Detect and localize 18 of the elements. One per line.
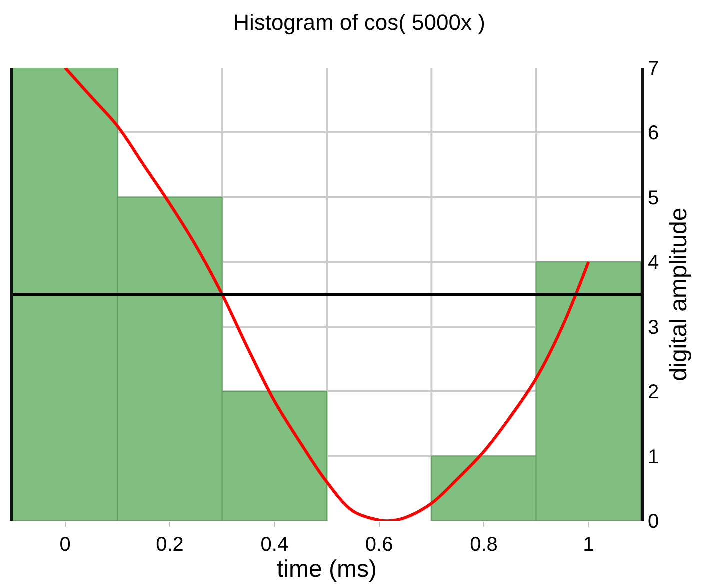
- y-tick-label: 0: [648, 511, 660, 533]
- chart-title: Histogram of cos( 5000x ): [234, 10, 486, 36]
- y-tick-label: 2: [648, 382, 660, 404]
- y-tick-label: 1: [648, 446, 660, 468]
- x-tick-label: 1: [583, 534, 594, 556]
- x-tick-label: 0.4: [260, 534, 289, 556]
- x-tick-label: 0.8: [470, 534, 498, 556]
- y-tick-label: 3: [648, 316, 660, 339]
- y-axis-title: digital amplitude: [665, 208, 692, 382]
- y-tick-label: 4: [648, 252, 660, 274]
- x-tick-label: 0.6: [365, 534, 394, 556]
- x-tick-label: 0: [60, 534, 71, 556]
- line-series: [64, 68, 590, 521]
- y-tick-label: 6: [648, 122, 660, 145]
- y-tick-label: 5: [648, 187, 660, 210]
- y-tick-label: 7: [648, 58, 660, 80]
- x-tick-label: 0.2: [156, 534, 184, 556]
- x-axis-title: time (ms): [277, 556, 377, 583]
